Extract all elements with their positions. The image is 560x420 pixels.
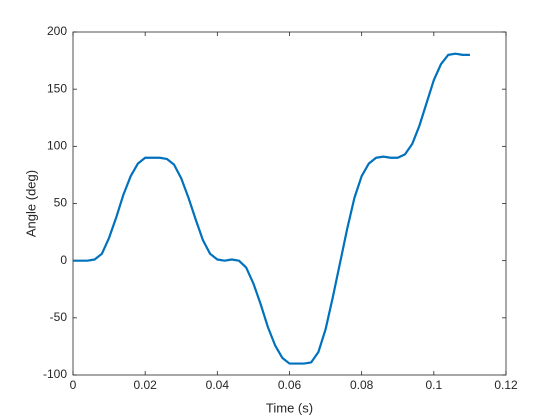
x-tick-label: 0.02 xyxy=(133,378,157,392)
x-tick-label: 0.1 xyxy=(425,378,442,392)
y-tick-label: 150 xyxy=(47,81,67,95)
y-tick-label: 50 xyxy=(54,196,68,210)
y-tick-label: 200 xyxy=(47,24,67,38)
x-axis-label: Time (s) xyxy=(266,400,313,415)
x-tick-label: 0 xyxy=(70,378,77,392)
y-tick-label: -100 xyxy=(43,367,67,381)
x-tick-label: 0.08 xyxy=(350,378,374,392)
y-tick-label: 100 xyxy=(47,139,67,153)
data-line xyxy=(73,52,470,365)
y-tick-label: -50 xyxy=(50,310,68,324)
y-axis-label: Angle (deg) xyxy=(23,170,38,237)
x-tick-label: 0.06 xyxy=(278,378,302,392)
x-tick-label: 0.12 xyxy=(494,378,518,392)
plot-area xyxy=(72,31,507,376)
x-tick-label: 0.04 xyxy=(206,378,230,392)
y-tick-label: 0 xyxy=(60,253,67,267)
